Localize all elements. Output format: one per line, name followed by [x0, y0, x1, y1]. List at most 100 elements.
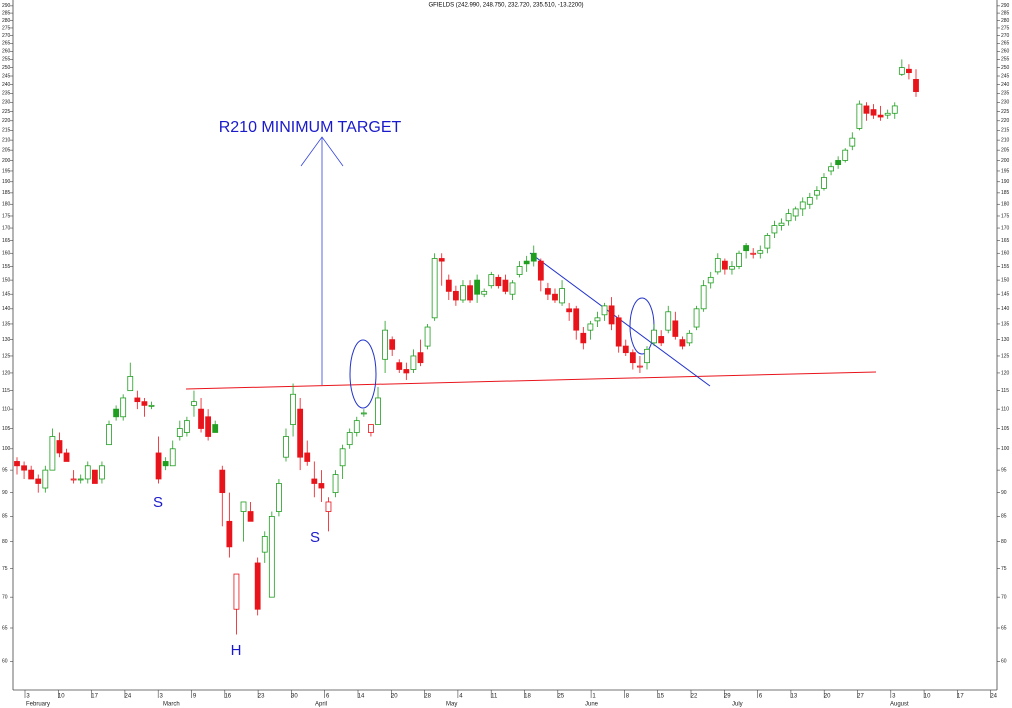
y-tick-label: 120 — [2, 370, 11, 376]
candle-body — [77, 478, 84, 481]
candle-body — [389, 339, 396, 350]
y-tick-label: 100 — [2, 446, 11, 452]
x-tick-label: 20 — [391, 694, 398, 700]
y-tick-label: 80 — [1001, 539, 1007, 545]
candle-body — [21, 465, 27, 471]
y-tick-label: 105 — [2, 426, 11, 432]
month-label: July — [732, 702, 743, 708]
candle-body — [247, 511, 254, 522]
candle-body — [219, 469, 226, 494]
y-tick-label: 220 — [1001, 118, 1010, 124]
y-tick-label: 170 — [2, 225, 11, 231]
candle-body — [56, 440, 63, 454]
y-tick-label: 200 — [2, 158, 11, 164]
y-tick-label: 85 — [1001, 514, 1007, 520]
y-tick-label: 145 — [2, 292, 11, 298]
candle-body — [212, 424, 219, 433]
y-tick-label: 240 — [1001, 82, 1010, 88]
candle-body — [28, 469, 35, 480]
y-tick-label: 115 — [1001, 388, 1009, 394]
candle-body — [424, 326, 431, 347]
x-tick-label: 22 — [691, 694, 698, 700]
y-tick-label: 260 — [1001, 49, 1010, 55]
candle-body — [622, 345, 629, 354]
candle-body — [700, 285, 707, 310]
candle-body — [176, 428, 183, 437]
x-tick-label: 6 — [759, 694, 763, 700]
y-tick-label: 70 — [1001, 594, 1007, 600]
x-tick-label: 3 — [160, 694, 164, 700]
candle-body — [14, 461, 20, 467]
candle-body — [785, 213, 792, 222]
candle-body — [891, 105, 898, 114]
candle-body — [658, 336, 665, 344]
candle-body — [863, 105, 870, 114]
candle-body — [530, 252, 537, 262]
candle-body — [672, 320, 679, 337]
candle-body — [601, 305, 608, 316]
y-tick-label: 110 — [2, 406, 10, 412]
candle-body — [771, 225, 778, 234]
candle-body — [183, 420, 190, 433]
candle-body — [821, 177, 827, 189]
y-tick-label: 280 — [2, 18, 11, 24]
y-tick-label: 225 — [2, 109, 11, 115]
candle-body — [849, 137, 856, 147]
candle-body — [488, 274, 495, 287]
candle-body — [438, 258, 445, 262]
y-tick-label: 240 — [2, 82, 11, 88]
candle-body — [495, 276, 502, 287]
y-tick-label: 190 — [1001, 179, 1010, 185]
x-tick-label: 29 — [724, 694, 731, 700]
candle-body — [205, 416, 212, 437]
candle-body — [587, 323, 594, 331]
y-tick-label: 205 — [2, 147, 11, 153]
y-tick-label: 215 — [1001, 128, 1010, 134]
x-tick-label: 24 — [990, 694, 997, 700]
candle-body — [417, 352, 424, 364]
y-tick-label: 85 — [2, 514, 8, 520]
candle-body — [552, 293, 558, 301]
y-tick-label: 285 — [2, 10, 11, 16]
y-tick-label: 65 — [1001, 625, 1007, 631]
x-tick-label: 27 — [857, 694, 864, 700]
candle-body — [679, 339, 686, 347]
month-label: May — [446, 702, 457, 708]
y-tick-label: 90 — [1001, 490, 1007, 496]
y-tick-label: 245 — [1001, 73, 1010, 79]
x-tick-label: 8 — [626, 694, 630, 700]
y-tick-label: 180 — [1001, 202, 1010, 208]
candle-body — [877, 114, 884, 118]
candle-body — [311, 478, 318, 484]
candle-body — [276, 483, 282, 512]
y-tick-label: 180 — [2, 202, 11, 208]
y-tick-label: 170 — [1001, 225, 1010, 231]
x-tick-label: 30 — [291, 694, 298, 700]
candle-body — [523, 260, 530, 265]
candle-body — [474, 279, 481, 295]
y-tick-label: 235 — [2, 91, 11, 97]
y-tick-label: 105 — [1001, 426, 1010, 432]
x-tick-label: 1 — [592, 694, 596, 700]
y-tick-label: 290 — [1001, 3, 1010, 9]
candle-body — [346, 432, 353, 446]
y-tick-label: 265 — [1001, 41, 1010, 47]
y-tick-label: 150 — [1001, 277, 1010, 283]
candle-body — [615, 317, 622, 347]
candle-body — [290, 393, 296, 425]
y-tick-label: 255 — [2, 57, 11, 63]
candle-body — [261, 536, 268, 553]
candle-body — [870, 109, 877, 116]
candle-body — [445, 279, 452, 292]
y-tick-label: 65 — [2, 625, 8, 631]
candle-body — [736, 252, 742, 267]
y-tick-label: 70 — [2, 594, 8, 600]
candle-body — [304, 452, 311, 462]
y-tick-label: 160 — [2, 251, 11, 257]
candle-body — [42, 469, 49, 489]
candle-body — [573, 308, 580, 331]
candle-body — [49, 436, 56, 471]
candle-body — [198, 408, 204, 429]
